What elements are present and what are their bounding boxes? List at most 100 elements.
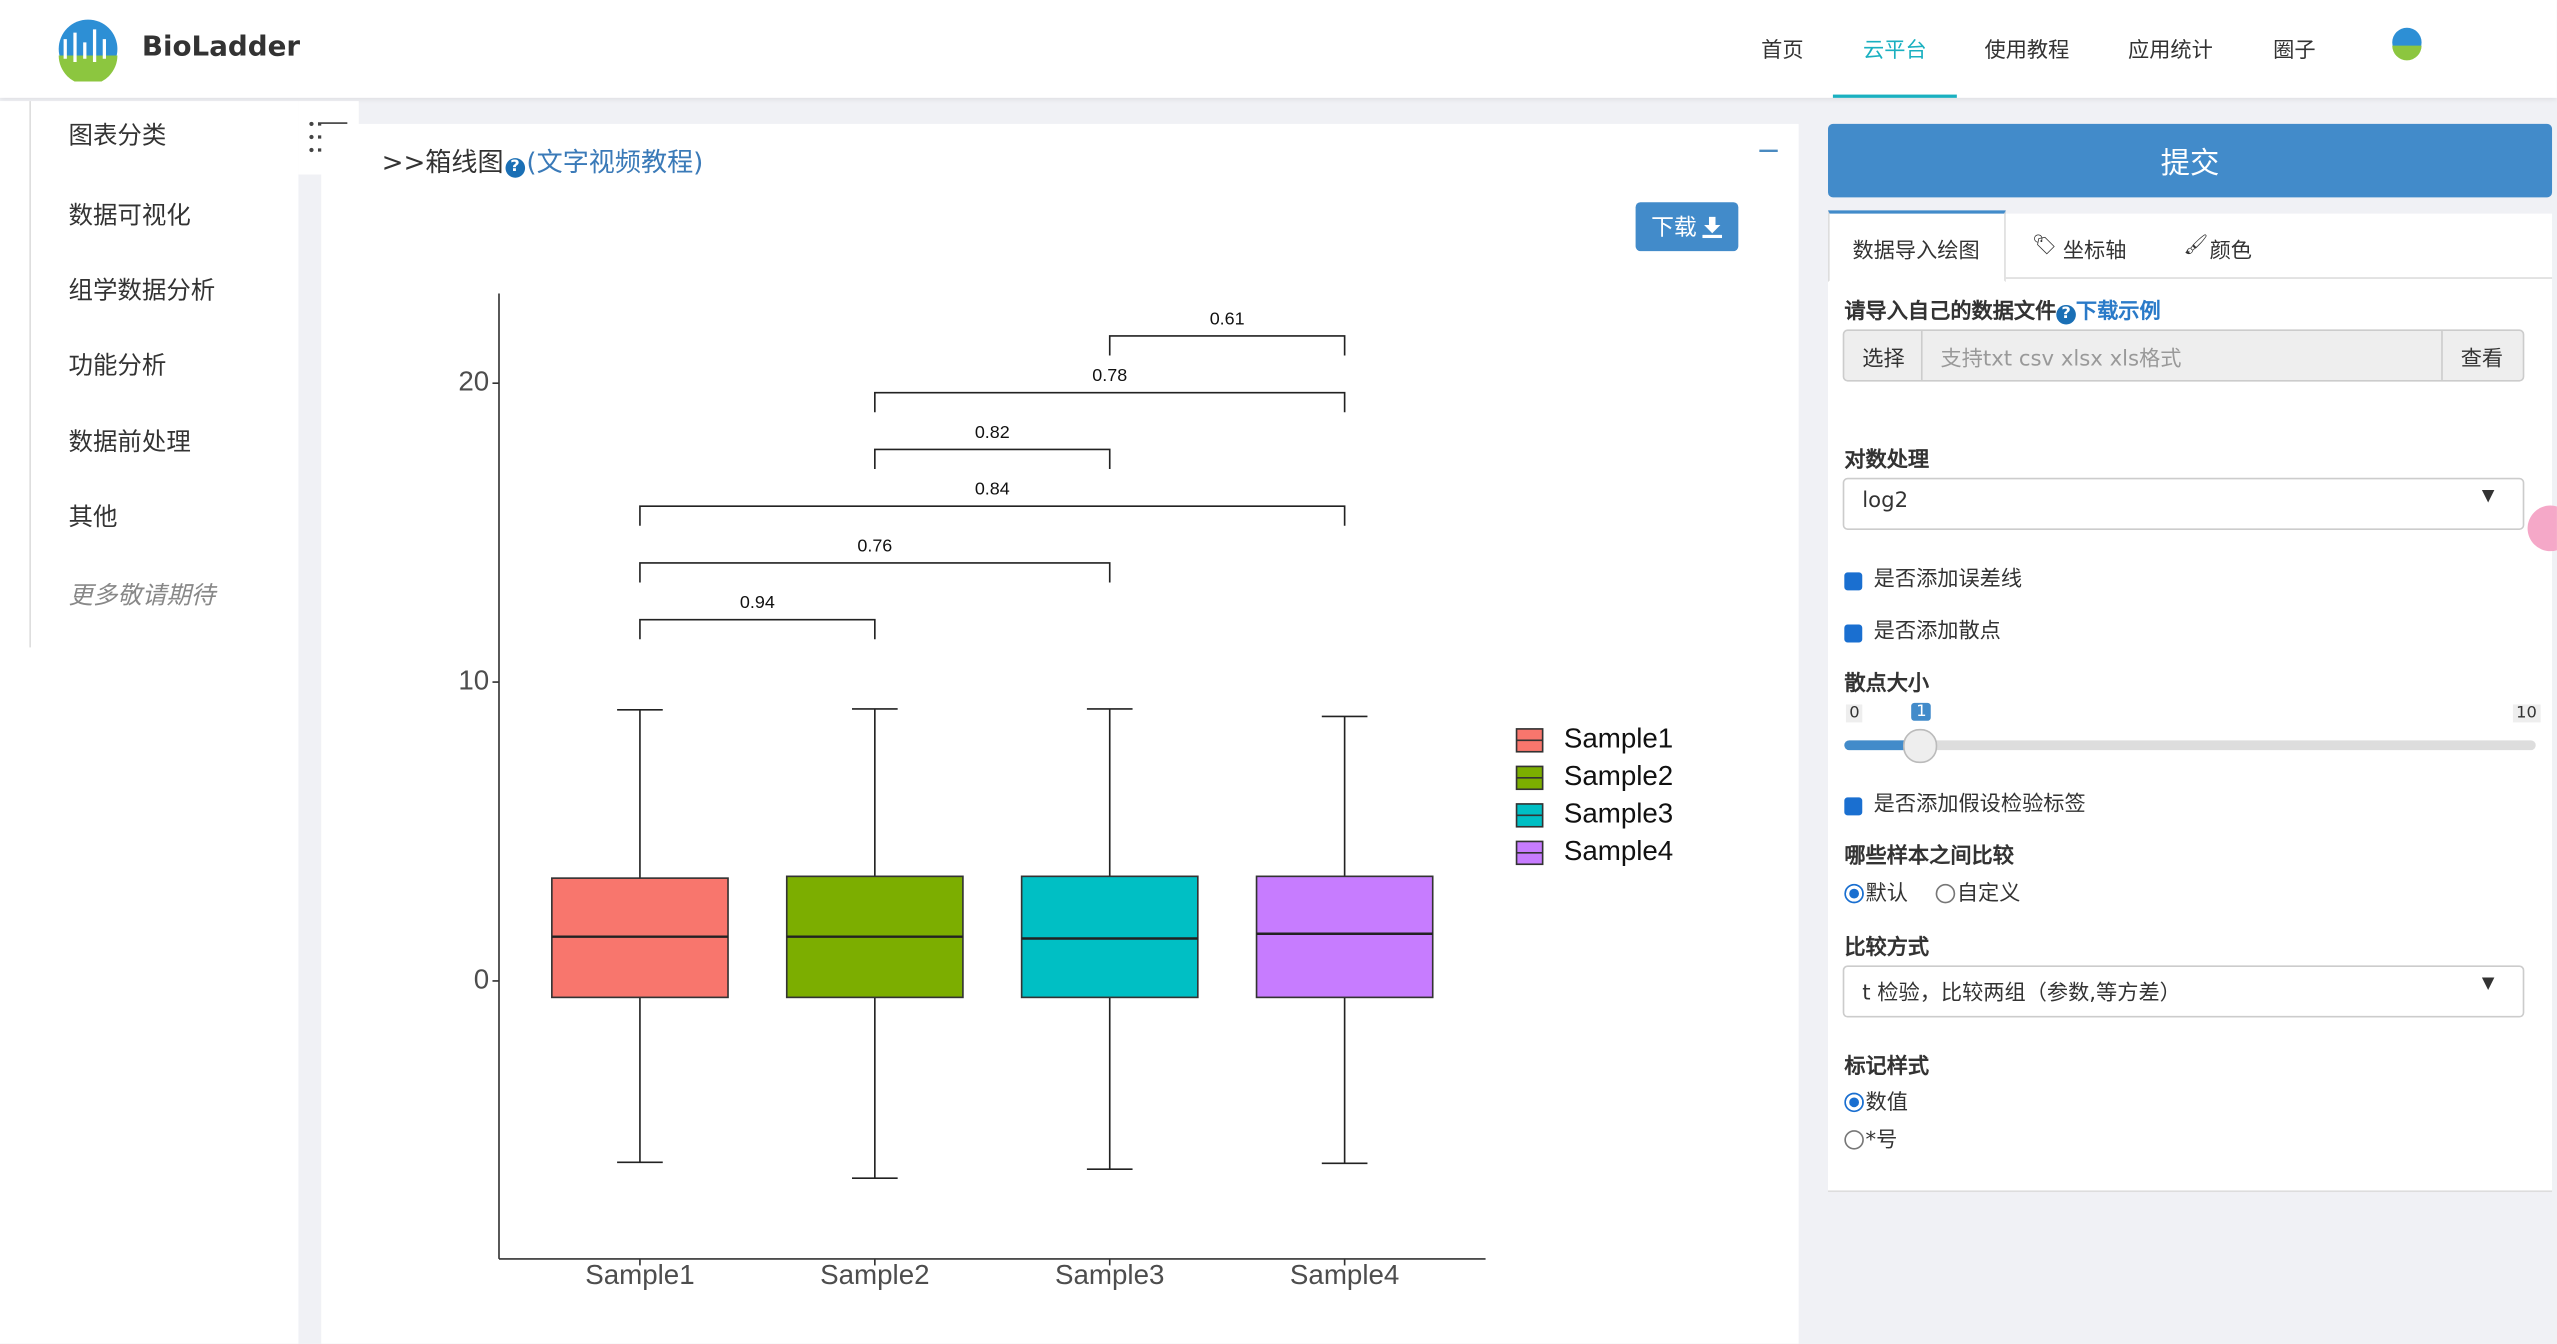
- main-panel: [321, 123, 1799, 1344]
- panel-title-text: >>箱线图: [381, 146, 504, 178]
- y-tick-label: 10: [458, 664, 489, 695]
- checkbox-label: 是否添加误差线: [1873, 567, 2023, 592]
- sidebar-border: [29, 101, 31, 648]
- sidebar-title: 图表分类: [68, 120, 167, 151]
- nav-item[interactable]: 应用统计: [2128, 39, 2213, 64]
- nav-item[interactable]: 首页: [1761, 39, 1804, 64]
- tab[interactable]: 坐标轴: [2062, 239, 2127, 265]
- tab[interactable]: 数据导入绘图: [1852, 239, 1980, 265]
- p-value-label: 0.78: [1092, 365, 1127, 385]
- method-select[interactable]: [1842, 965, 2525, 1018]
- tab[interactable]: 颜色: [2209, 239, 2253, 265]
- sidebar-item[interactable]: 其他: [68, 501, 118, 532]
- log-value: log2: [1862, 489, 1909, 514]
- nav-item[interactable]: 云平台: [1863, 39, 1927, 64]
- box: [1255, 875, 1434, 999]
- radio[interactable]: [1844, 1088, 1864, 1119]
- tab-line: [1828, 277, 2553, 279]
- comparison-bracket: [874, 448, 1111, 469]
- slider-max: 10: [2512, 704, 2541, 723]
- checkbox-label: 是否添加假设检验标签: [1873, 792, 2086, 817]
- legend-label: Sample1: [1564, 723, 1673, 754]
- help-icon[interactable]: ?: [2056, 304, 2076, 325]
- file-field: [1920, 331, 2443, 380]
- x-tick-label: Sample1: [585, 1259, 694, 1290]
- download-text: 下载: [1651, 215, 1697, 242]
- size-label: 散点大小: [1844, 671, 1930, 697]
- brand: BioLadder: [141, 30, 301, 64]
- checkbox[interactable]: [1844, 791, 1863, 822]
- p-value-label: 0.76: [857, 535, 892, 555]
- legend-label: Sample3: [1564, 798, 1673, 829]
- y-tick-label: 0: [474, 963, 489, 994]
- select-caret: ▼: [2481, 487, 2495, 506]
- comparison-bracket: [639, 562, 1111, 583]
- slider-handle[interactable]: [1903, 728, 1938, 764]
- x-tick-label: Sample3: [1055, 1259, 1164, 1290]
- p-value-label: 0.82: [975, 422, 1010, 442]
- y-tick-label: 20: [458, 366, 489, 397]
- radio[interactable]: [1935, 879, 1956, 910]
- log-select[interactable]: [1842, 477, 2525, 530]
- p-value-label: 0.94: [740, 592, 775, 612]
- file-label-text: 请导入自己的数据文件: [1844, 300, 2057, 325]
- header: [0, 0, 2557, 98]
- tutorial-link[interactable]: (文字视频教程): [526, 146, 704, 178]
- marker-label: 标记样式: [1844, 1055, 1930, 1080]
- method-value: t 检验，比较两组（参数,等方差）: [1862, 981, 2181, 1007]
- download-button[interactable]: 下载: [1635, 202, 1739, 252]
- nav-underline: [1832, 94, 1957, 98]
- p-value-label: 0.61: [1210, 308, 1245, 328]
- radio-label: 自定义: [1956, 882, 2021, 907]
- comparison-bracket: [874, 391, 1346, 413]
- user-logo[interactable]: [2384, 23, 2430, 69]
- slider-value: 1: [1911, 702, 1932, 721]
- collapse[interactable]: −: [1756, 133, 1781, 168]
- file-label: 请导入自己的数据文件? 下载示例: [1844, 294, 2161, 325]
- nav-item[interactable]: 使用教程: [1984, 39, 2070, 64]
- radio[interactable]: [1844, 879, 1864, 910]
- logo-icon: [58, 19, 118, 82]
- view-button[interactable]: 查看: [2460, 347, 2504, 372]
- sidebar-item[interactable]: 功能分析: [68, 351, 167, 381]
- help-icon[interactable]: ?: [505, 158, 525, 178]
- p-value-label: 0.84: [975, 479, 1010, 499]
- legend-label: Sample4: [1564, 835, 1673, 866]
- active-tab: [1828, 210, 2006, 283]
- sidebar-more: 更多敬请期待: [68, 580, 216, 610]
- slider-min: 0: [1845, 704, 1863, 723]
- slider-fill: [1844, 740, 1920, 751]
- x-tick-label: Sample2: [820, 1259, 929, 1290]
- radio[interactable]: [1844, 1125, 1864, 1156]
- example-link[interactable]: 下载示例: [2075, 300, 2161, 325]
- checkbox-label: 是否添加散点: [1873, 619, 2001, 645]
- legend-label: Sample2: [1564, 760, 1673, 791]
- nav-item[interactable]: 圈子: [2273, 39, 2316, 64]
- tab-icon: 🖌: [2183, 233, 2209, 257]
- floating-badge[interactable]: [2527, 505, 2557, 552]
- x-tick-label: Sample4: [1290, 1259, 1399, 1290]
- select-caret: ▼: [2481, 975, 2495, 994]
- slider-track: [1844, 740, 2536, 751]
- radio-label: 数值: [1865, 1090, 1908, 1116]
- compare-label: 哪些样本之间比较: [1844, 844, 2014, 870]
- sidebar-item[interactable]: 数据前处理: [68, 426, 191, 456]
- checkbox[interactable]: [1844, 566, 1863, 597]
- box: [1020, 875, 1199, 999]
- radio-label: *号: [1865, 1128, 1898, 1153]
- panel-title: >>箱线图? (文字视频教程): [381, 140, 704, 179]
- sidebar: [0, 101, 299, 1344]
- tab-icon: 🏷: [2031, 233, 2057, 257]
- sidebar-item[interactable]: 组学数据分析: [68, 275, 216, 306]
- comparison-bracket: [639, 505, 1346, 526]
- checkbox[interactable]: [1844, 618, 1863, 649]
- comparison-bracket: [1108, 335, 1346, 356]
- choose-button[interactable]: 选择: [1862, 347, 1905, 372]
- file-placeholder: 支持txt csv xlsx xls格式: [1940, 347, 2182, 372]
- submit-button[interactable]: 提交: [1828, 123, 2553, 198]
- log-label: 对数处理: [1844, 448, 1930, 473]
- sidebar-item[interactable]: 数据可视化: [68, 200, 191, 230]
